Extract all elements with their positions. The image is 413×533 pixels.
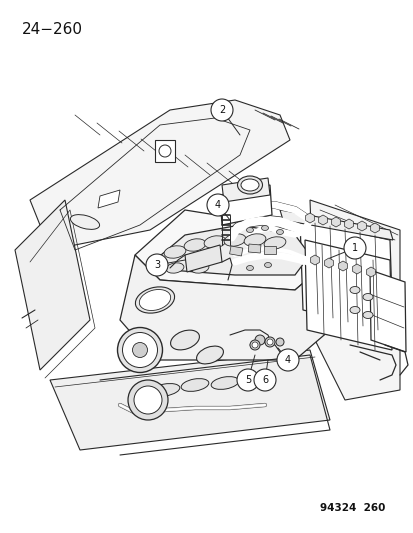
Ellipse shape [261,225,268,230]
Circle shape [206,194,228,216]
Text: 24−260: 24−260 [22,22,83,37]
Ellipse shape [362,294,372,301]
Ellipse shape [135,287,174,313]
Circle shape [343,237,365,259]
Polygon shape [299,220,392,330]
Polygon shape [219,185,271,225]
Ellipse shape [276,230,283,235]
Text: 1: 1 [351,243,357,253]
Ellipse shape [70,215,100,229]
Ellipse shape [132,343,147,358]
Polygon shape [98,190,120,208]
Polygon shape [150,225,309,275]
Ellipse shape [362,311,372,319]
Circle shape [276,349,298,371]
Text: 5: 5 [244,375,251,385]
Polygon shape [331,217,339,227]
Ellipse shape [211,377,238,390]
Text: 4: 4 [284,355,290,365]
Polygon shape [185,245,221,272]
Ellipse shape [237,176,262,194]
Polygon shape [309,200,399,400]
Text: 6: 6 [261,375,267,385]
Ellipse shape [170,330,199,350]
Circle shape [266,339,272,345]
Circle shape [252,342,257,348]
Ellipse shape [264,262,271,268]
Polygon shape [344,219,352,229]
Ellipse shape [134,386,161,414]
Ellipse shape [128,380,168,420]
Ellipse shape [150,384,179,397]
Circle shape [146,254,168,276]
Ellipse shape [196,346,223,364]
Polygon shape [154,140,175,162]
Circle shape [254,369,275,391]
Ellipse shape [246,265,253,271]
Polygon shape [357,221,366,231]
Ellipse shape [117,327,162,373]
Polygon shape [370,223,378,233]
Polygon shape [338,261,347,271]
Polygon shape [221,178,269,202]
Ellipse shape [240,179,259,191]
Polygon shape [15,200,90,370]
Text: 4: 4 [214,200,221,210]
Polygon shape [366,267,375,277]
Ellipse shape [181,378,208,391]
Ellipse shape [122,333,157,367]
Text: 3: 3 [154,260,160,270]
Ellipse shape [246,228,253,232]
Circle shape [249,340,259,350]
Ellipse shape [254,335,264,345]
Ellipse shape [349,287,359,294]
Ellipse shape [204,236,225,248]
Bar [263,246,275,254]
Polygon shape [50,350,329,450]
Polygon shape [30,100,289,250]
Ellipse shape [164,246,185,258]
Bar [229,246,242,256]
Polygon shape [310,255,318,265]
Ellipse shape [184,239,205,251]
Polygon shape [305,213,313,223]
Polygon shape [324,258,332,268]
Ellipse shape [244,234,265,246]
Ellipse shape [191,263,209,273]
Ellipse shape [166,263,183,273]
Ellipse shape [223,234,245,246]
Text: 94324  260: 94324 260 [319,503,384,513]
Bar [248,244,260,253]
Circle shape [159,145,171,157]
Polygon shape [120,255,329,360]
Ellipse shape [139,289,170,311]
Circle shape [236,369,259,391]
Polygon shape [135,210,329,290]
Ellipse shape [263,237,285,249]
Ellipse shape [275,338,283,346]
Ellipse shape [349,306,359,313]
Polygon shape [318,215,327,225]
Polygon shape [279,210,392,240]
Polygon shape [352,264,361,274]
Circle shape [264,337,274,347]
Polygon shape [304,240,391,350]
Polygon shape [369,270,405,352]
Text: 2: 2 [218,105,225,115]
Circle shape [211,99,233,121]
